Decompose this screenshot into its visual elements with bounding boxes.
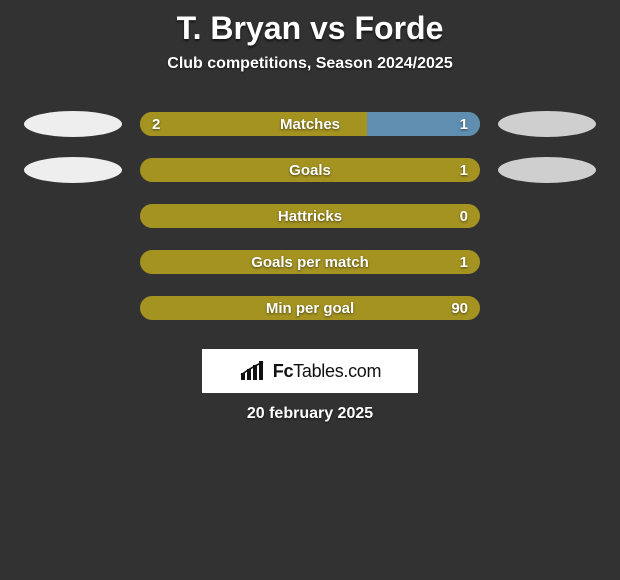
player-right-badge: [498, 203, 596, 229]
player-left-badge: [24, 295, 122, 321]
player-right-badge: [498, 295, 596, 321]
player-right-badge: [498, 111, 596, 137]
stat-row: Min per goal90: [0, 285, 620, 331]
page-title: T. Bryan vs Forde: [0, 10, 620, 47]
stat-bar-content: Goals per match1: [140, 250, 480, 274]
stat-bar-content: Goals1: [140, 158, 480, 182]
stat-label: Hattricks: [176, 208, 444, 225]
date-text: 20 february 2025: [0, 405, 620, 423]
brand-logo-text-c: .com: [343, 361, 381, 381]
chart-icon: [239, 360, 267, 382]
stat-row: Goals1: [0, 147, 620, 193]
stat-bar-content: Min per goal90: [140, 296, 480, 320]
stat-label: Matches: [176, 116, 444, 133]
stat-right-value: 1: [444, 162, 468, 179]
player-left-badge: [24, 249, 122, 275]
page-subtitle: Club competitions, Season 2024/2025: [0, 55, 620, 73]
stat-right-value: 1: [444, 116, 468, 133]
comparison-card: T. Bryan vs Forde Club competitions, Sea…: [0, 0, 620, 423]
stat-row: Hattricks0: [0, 193, 620, 239]
stat-label: Goals per match: [176, 254, 444, 271]
stat-right-value: 90: [444, 300, 468, 317]
stat-bar: 2Matches1: [140, 112, 480, 136]
brand-logo-text-a: Fc: [273, 361, 293, 381]
brand-logo-text-b: Tables: [293, 361, 343, 381]
stat-bar-content: Hattricks0: [140, 204, 480, 228]
brand-logo-text: FcTables.com: [273, 361, 381, 382]
stat-left-value: 2: [152, 116, 176, 133]
stat-label: Min per goal: [176, 300, 444, 317]
brand-logo[interactable]: FcTables.com: [202, 349, 418, 393]
stat-right-value: 0: [444, 208, 468, 225]
stat-bar: Goals per match1: [140, 250, 480, 274]
player-left-badge: [24, 111, 122, 137]
stat-rows: 2Matches1Goals1Hattricks0Goals per match…: [0, 101, 620, 331]
stat-bar: Min per goal90: [140, 296, 480, 320]
player-left-badge: [24, 203, 122, 229]
player-right-badge: [498, 157, 596, 183]
stat-row: Goals per match1: [0, 239, 620, 285]
stat-label: Goals: [176, 162, 444, 179]
player-right-badge: [498, 249, 596, 275]
stat-right-value: 1: [444, 254, 468, 271]
stat-bar-content: 2Matches1: [140, 112, 480, 136]
player-left-badge: [24, 157, 122, 183]
stat-row: 2Matches1: [0, 101, 620, 147]
stat-bar: Hattricks0: [140, 204, 480, 228]
stat-bar: Goals1: [140, 158, 480, 182]
